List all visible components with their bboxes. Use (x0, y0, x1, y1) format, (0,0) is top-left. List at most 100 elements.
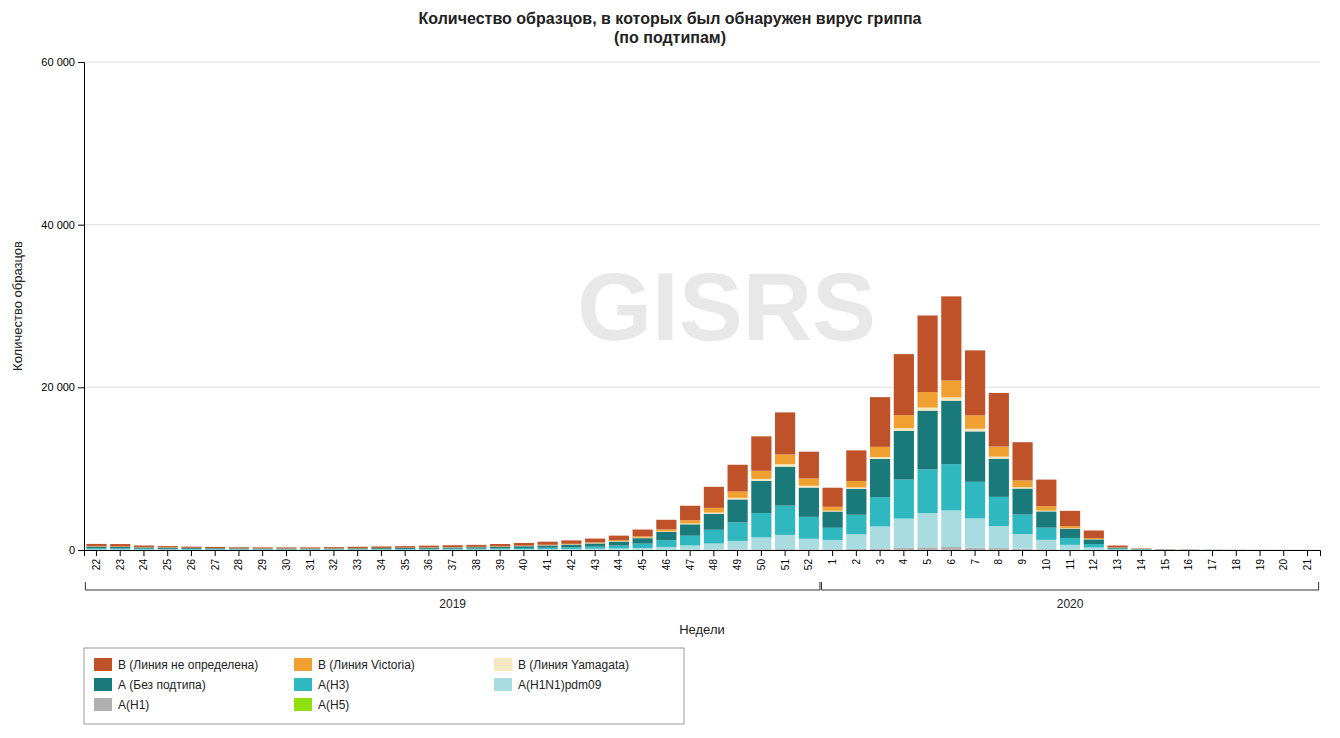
x-tick: 23 (115, 550, 126, 570)
x-tick: 22 (91, 550, 102, 570)
x-tick-label: 30 (281, 559, 292, 571)
bar-segment (205, 549, 225, 550)
bar-segment (799, 486, 819, 488)
bar-segment (704, 513, 724, 514)
x-tick: 13 (1112, 550, 1123, 570)
bar-segment (205, 549, 225, 550)
bar-segment (1060, 526, 1080, 528)
legend-swatch (94, 698, 112, 711)
grid-line (84, 224, 1320, 225)
bar-segment (680, 506, 700, 521)
bar-segment (704, 543, 724, 549)
legend-item: В (Линия Victoria) (294, 658, 415, 672)
bar-segment (1036, 480, 1056, 507)
bar-segment (324, 548, 344, 550)
x-tick-mark (191, 550, 192, 556)
bar-segment (1226, 549, 1246, 550)
bar-segment (1274, 549, 1294, 550)
bar-segment (490, 549, 510, 550)
bar-segment (728, 498, 748, 500)
bar-segment (823, 528, 843, 540)
bar-segment (276, 549, 296, 550)
bar-segment (633, 548, 653, 550)
bar-segment (870, 497, 890, 526)
bar-segment (1107, 549, 1127, 550)
x-tick-label: 52 (803, 559, 814, 571)
grid (84, 62, 1320, 550)
x-tick: 44 (613, 550, 624, 570)
x-tick: 29 (257, 550, 268, 570)
bar-segment (276, 549, 296, 550)
bar-segment (728, 492, 748, 498)
y-tick-mark (78, 62, 84, 63)
bar-segment (229, 549, 249, 550)
bar-segment (1250, 549, 1270, 550)
bar-segment (728, 549, 748, 550)
bar-segment (1250, 549, 1270, 550)
bar-segment (443, 545, 463, 547)
bar-segment (1297, 549, 1317, 550)
bar-segment (514, 549, 534, 550)
bar-segment (1179, 549, 1199, 550)
x-tick-label: 16 (1183, 559, 1194, 571)
bar-segment (965, 548, 985, 550)
y-tick: 0 (69, 544, 84, 556)
bar-segment (585, 549, 605, 550)
bar-segment (276, 548, 296, 549)
bar-segment (823, 507, 843, 511)
bar-segment (751, 436, 771, 470)
bar-segment (86, 547, 106, 549)
x-tick-mark (215, 550, 216, 556)
legend-swatch (494, 658, 512, 671)
bar-segment (846, 489, 866, 515)
bar-segment (728, 499, 748, 522)
bar-segment (395, 547, 415, 549)
bar-segment (229, 549, 249, 550)
x-tick: 49 (732, 550, 743, 570)
bar-segment (989, 447, 1009, 457)
x-tick-mark (262, 550, 263, 556)
bar-segment (1155, 549, 1175, 550)
bar-segment (704, 508, 724, 513)
x-tick: 47 (685, 550, 696, 570)
bar-segment (917, 547, 937, 550)
x-tick: 52 (803, 550, 814, 570)
bar-segment (609, 548, 629, 549)
bar-segment (1250, 549, 1270, 550)
legend-label: В (Линия не определена) (118, 658, 258, 672)
legend-swatch (94, 658, 112, 671)
bar-segment (419, 549, 439, 550)
bracket-end (819, 582, 820, 590)
year-bracket: 2020 (822, 582, 1319, 611)
x-tick-label: 25 (162, 559, 173, 571)
bar-segment (538, 549, 558, 550)
bar-segment (870, 447, 890, 457)
bar-segment (1036, 528, 1056, 540)
x-tick: 17 (1207, 550, 1218, 570)
bar-segment (917, 513, 937, 547)
bar-segment (941, 464, 961, 510)
bar-segment (514, 546, 534, 547)
bar-segment (538, 542, 558, 545)
bar-segment (86, 549, 106, 550)
legend-swatch (294, 678, 312, 691)
bar-segment (965, 431, 985, 481)
x-tick: 19 (1255, 550, 1266, 570)
year-label: 2020 (1057, 597, 1084, 611)
x-tick-mark (428, 550, 429, 556)
bar-segment (1226, 549, 1246, 550)
x-tick: 27 (210, 550, 221, 570)
bar-segment (181, 549, 201, 550)
bar-segment (1012, 549, 1032, 550)
bar-segment (466, 547, 486, 548)
x-tick: 20 (1278, 550, 1289, 570)
y-tick-mark (78, 550, 84, 551)
bar-segment (917, 411, 937, 470)
bar-segment (1274, 549, 1294, 550)
bar-segment (1131, 548, 1151, 549)
x-tick-label: 18 (1231, 559, 1242, 571)
bar-segment (158, 549, 178, 550)
x-tick-label: 33 (352, 559, 363, 571)
x-tick-mark (523, 550, 524, 556)
bar-segment (253, 548, 273, 550)
